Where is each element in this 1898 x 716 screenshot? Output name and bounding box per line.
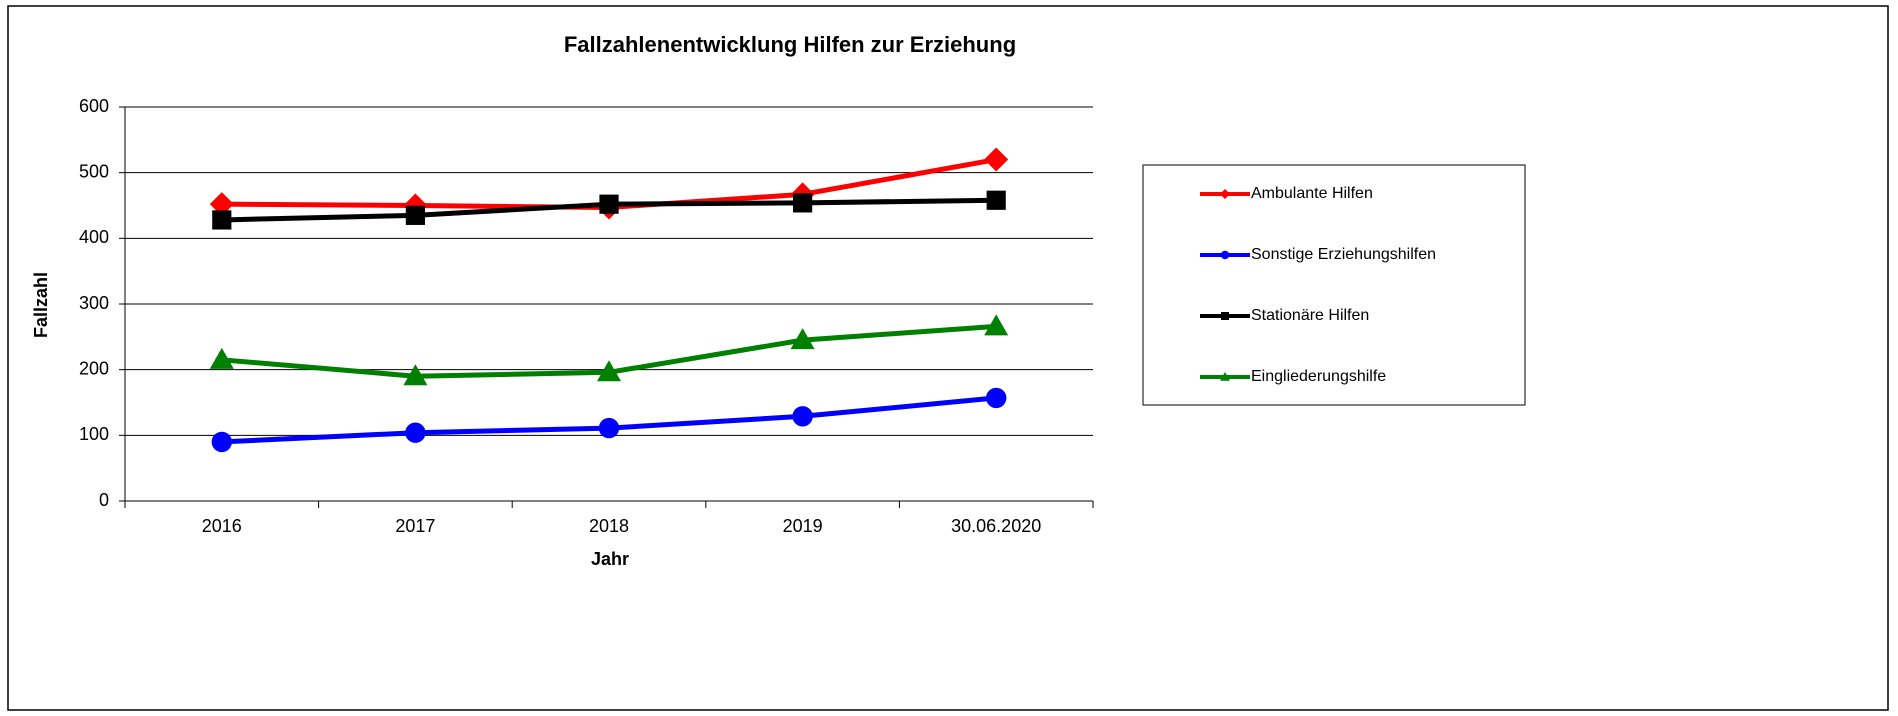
y-tick-label: 500 — [79, 161, 109, 181]
marker — [209, 347, 234, 369]
x-tick-label: 2019 — [783, 516, 823, 536]
y-tick-label: 300 — [79, 293, 109, 313]
marker — [211, 431, 232, 453]
marker — [792, 406, 813, 427]
marker — [986, 190, 1006, 210]
marker — [597, 360, 621, 382]
y-tick-label: 200 — [79, 358, 109, 378]
y-tick-label: 0 — [99, 490, 109, 510]
marker — [1221, 312, 1229, 320]
legend-box — [1142, 164, 1526, 406]
marker — [405, 422, 426, 443]
marker — [790, 328, 815, 350]
marker — [209, 192, 234, 217]
x-tick-label: 30.06.2020 — [951, 516, 1041, 536]
marker — [405, 205, 425, 225]
marker — [1220, 250, 1230, 260]
marker — [212, 210, 232, 230]
marker — [986, 387, 1007, 409]
x-axis-label: Jahr — [591, 549, 629, 569]
y-tick-label: 600 — [79, 96, 109, 116]
legend-label: Ambulante Hilfen — [1251, 185, 1373, 202]
legend-label: Eingliederungshilfe — [1251, 368, 1386, 385]
chart-title: Fallzahlenentwicklung Hilfen zur Erziehu… — [564, 32, 1016, 57]
marker — [1220, 372, 1230, 381]
legend-label: Stationäre Hilfen — [1251, 307, 1369, 324]
y-tick-label: 100 — [79, 424, 109, 444]
chart-frame — [7, 5, 1889, 711]
marker — [984, 314, 1009, 336]
legend-label: Sonstige Erziehungshilfen — [1251, 246, 1436, 263]
x-tick-label: 2018 — [589, 516, 629, 536]
x-tick-label: 2017 — [395, 516, 435, 536]
marker — [598, 417, 620, 439]
y-axis-label: Fallzahl — [31, 272, 51, 338]
y-tick-label: 400 — [79, 227, 109, 247]
marker — [793, 193, 813, 213]
marker — [403, 364, 428, 386]
x-tick-label: 2016 — [202, 516, 242, 536]
marker — [1220, 189, 1230, 199]
marker — [984, 147, 1009, 172]
marker — [599, 194, 619, 214]
